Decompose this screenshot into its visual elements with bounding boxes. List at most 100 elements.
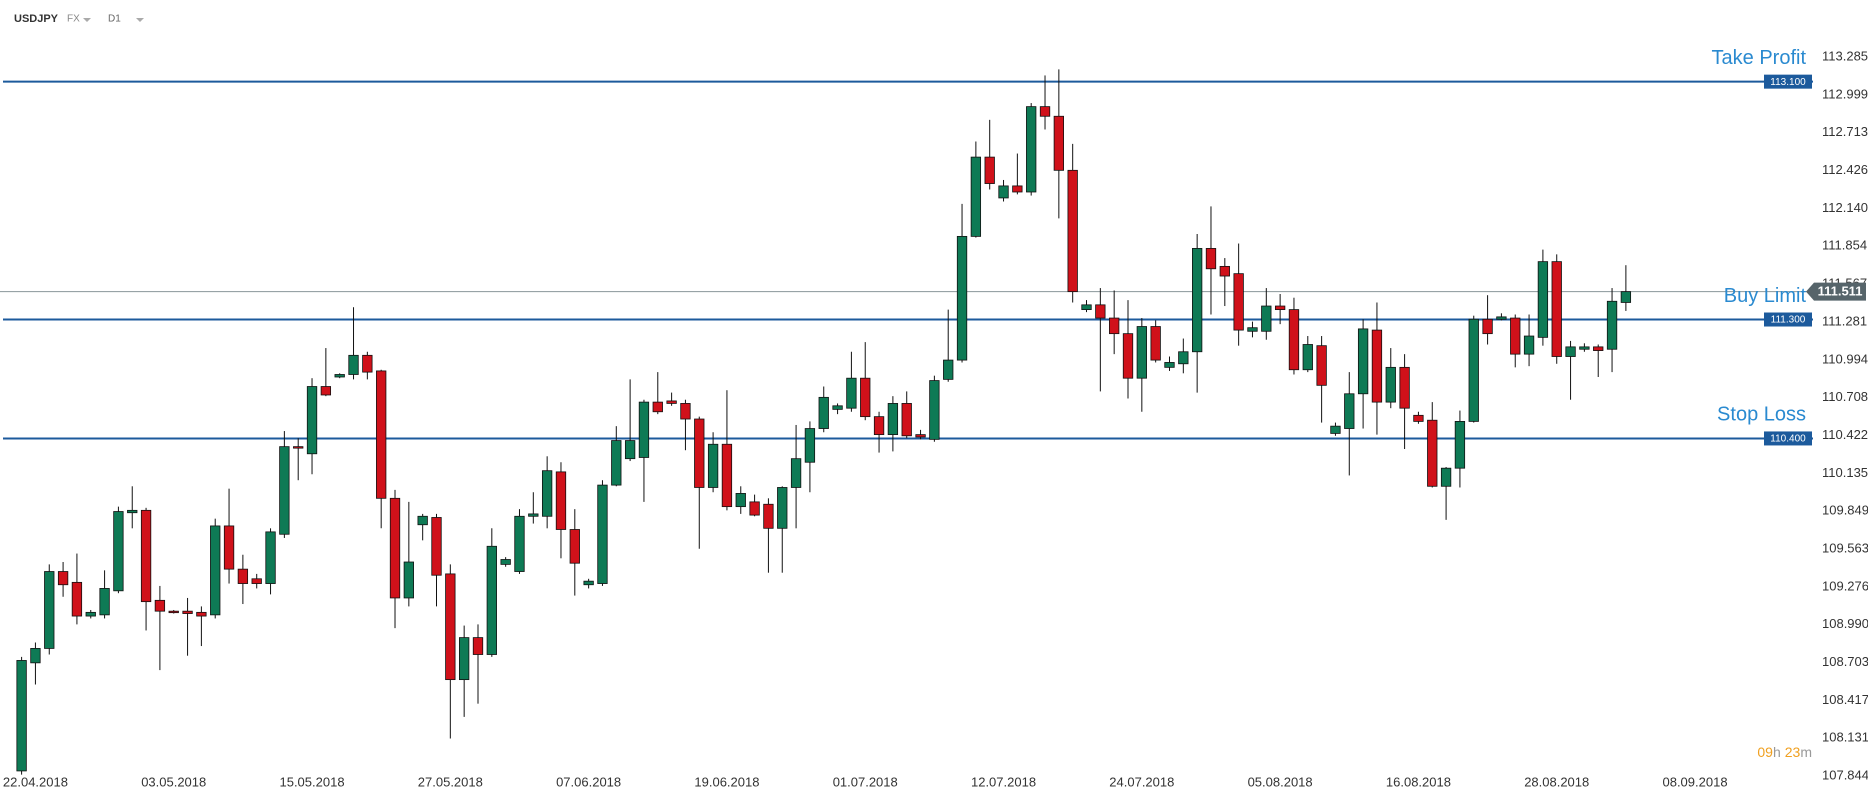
candle-body [749, 501, 760, 516]
candle-body [1344, 393, 1355, 429]
y-tick-label: 108.131 [1822, 730, 1868, 745]
candle-body [154, 599, 166, 612]
candle-body [1468, 318, 1479, 422]
candle-body [1510, 317, 1521, 355]
x-tick-label: 19.06.2018 [694, 774, 759, 789]
candle-body [1551, 261, 1562, 357]
candle-body [624, 440, 636, 460]
x-tick-label: 03.05.2018 [141, 774, 206, 789]
candle-body [293, 446, 304, 449]
candle-body [500, 559, 511, 565]
current-price-label: 111.511 [1818, 284, 1863, 299]
candle-body [984, 156, 995, 184]
candle-body [1164, 362, 1175, 368]
candle-body [1371, 329, 1383, 403]
candle-body [85, 611, 96, 617]
candle-body [1233, 273, 1244, 331]
candle-body [113, 511, 124, 592]
x-tick-label: 05.08.2018 [1248, 774, 1313, 789]
candle-body [376, 370, 387, 499]
candle-body [1192, 248, 1203, 353]
candle-body [57, 571, 69, 586]
candle-body [721, 443, 733, 508]
candle-body [1565, 346, 1576, 357]
level-value-box [1764, 312, 1812, 327]
y-tick-label: 112.713 [1822, 124, 1868, 139]
y-tick-label: 110.422 [1822, 427, 1868, 442]
candle-body [1482, 318, 1493, 335]
countdown-hours-unit: h [1773, 744, 1781, 760]
candle-body [320, 386, 332, 396]
y-tick-label: 108.990 [1822, 616, 1868, 631]
candle-body [44, 571, 55, 649]
candle-body [16, 660, 27, 772]
candle-body [140, 509, 152, 603]
candle-body [1427, 419, 1438, 487]
market[interactable]: FX [67, 14, 80, 25]
candle-body [1316, 345, 1327, 386]
timeframe-caret[interactable] [136, 18, 144, 22]
candle-body [1302, 344, 1313, 371]
y-tick-label: 108.703 [1822, 654, 1868, 669]
level-value-label: 111.300 [1771, 315, 1806, 326]
candle-body [929, 380, 940, 440]
candle-body [680, 403, 691, 420]
candle-body [1523, 335, 1535, 355]
candle-body [514, 515, 525, 572]
candle-body [597, 484, 608, 584]
timeframe[interactable]: D1 [108, 14, 121, 25]
level-value-label: 113.100 [1770, 77, 1806, 88]
candle-body [223, 525, 235, 570]
y-tick-label: 112.140 [1822, 200, 1868, 215]
y-tick-label: 109.849 [1822, 503, 1868, 518]
candle-body [472, 637, 484, 655]
candle-body [1261, 305, 1272, 332]
candle-body [1219, 265, 1230, 277]
y-tick-label: 108.417 [1822, 692, 1868, 707]
candle-body [528, 513, 539, 517]
level-value-box [1764, 74, 1812, 89]
candle-body [210, 525, 221, 616]
x-tick-label: 24.07.2018 [1109, 774, 1174, 789]
y-tick-label: 113.285 [1822, 49, 1868, 64]
candle-body [1150, 326, 1161, 361]
candle-body [362, 354, 373, 373]
candle-body [486, 545, 497, 655]
countdown-hours: 09 [1757, 744, 1773, 760]
x-tick-label: 08.09.2018 [1662, 774, 1727, 789]
y-tick-label: 112.426 [1822, 162, 1868, 177]
candle-body [1247, 327, 1258, 332]
candle-body [1606, 300, 1618, 350]
candle-body [182, 610, 193, 614]
candle-body [832, 405, 843, 410]
candle-body [777, 487, 788, 529]
candle-body [1579, 346, 1590, 350]
candle-body [860, 377, 871, 418]
x-tick-label: 28.08.2018 [1524, 774, 1589, 789]
candle-body [956, 235, 968, 361]
candle-body [1122, 333, 1134, 379]
candle-body [846, 377, 857, 409]
candle-body [1399, 366, 1410, 409]
candle-body [334, 374, 345, 378]
market-caret[interactable] [83, 18, 91, 22]
y-tick-label: 110.994 [1822, 351, 1868, 366]
candle-body [763, 503, 774, 529]
candle-body [1330, 425, 1341, 434]
candle-body [1454, 421, 1466, 469]
candle-body [901, 403, 912, 437]
candle-body [459, 637, 470, 681]
countdown-minutes-unit: m [1800, 744, 1812, 760]
candle-body [804, 428, 816, 463]
candle-body [569, 529, 580, 564]
current-price-badge [1806, 282, 1866, 301]
level-name: Stop Loss [1717, 404, 1806, 426]
y-tick-label: 109.563 [1822, 540, 1868, 555]
candle-body [348, 354, 359, 375]
symbol[interactable]: USDJPY [14, 13, 59, 25]
candle-body [555, 471, 567, 530]
candle-body [1109, 317, 1120, 335]
x-tick-label: 16.08.2018 [1386, 774, 1451, 789]
candle-body [694, 418, 705, 488]
candle-body [71, 581, 83, 617]
